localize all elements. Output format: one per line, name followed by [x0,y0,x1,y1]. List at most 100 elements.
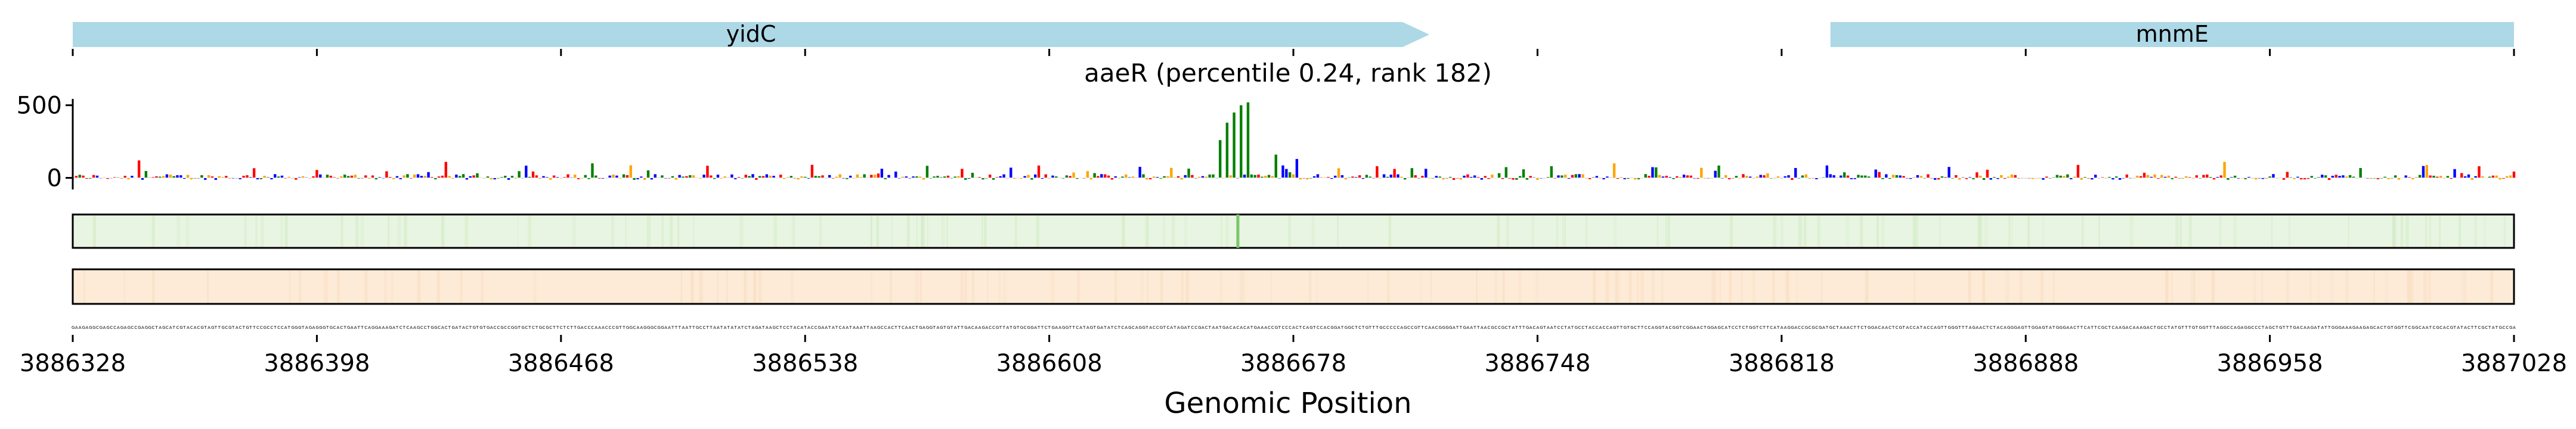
logo-bar [2188,177,2191,178]
sequence-letter: C [2111,325,2114,330]
logo-bar [563,177,566,178]
sequence-letter: T [535,325,538,330]
sequence-letter: G [2143,325,2146,330]
heatmap-track-1-stripe [1773,214,1777,248]
logo-bar [2076,164,2080,178]
gene-track-axis [72,49,2515,56]
logo-bar [141,178,144,180]
sequence-letter: T [2286,325,2289,330]
logo-bar [1644,174,1647,178]
sequence-letter: C [256,325,259,330]
sequence-letter: T [1620,325,1623,330]
sequence-letter: C [1114,325,1117,330]
heatmap-track-2-stripe [2423,269,2426,304]
sequence-letter: A [909,325,912,330]
sequence-letter: A [2296,325,2299,330]
sequence-letter: T [1163,325,1166,330]
heatmap-track-1-stripe [2081,214,2084,248]
logo-bar [1637,178,1640,179]
logo-bar [1114,176,1117,178]
heatmap-track-2-stripe [1820,269,1822,304]
heatmap-track-1-stripe [1846,214,1850,248]
sequence-letter: A [581,325,584,330]
sequence-letter: A [194,325,197,330]
logo-bar [2345,176,2348,178]
logo-bar [423,176,426,178]
logo-bar [1459,178,1462,180]
sequence-letter: G [145,325,148,330]
logo-bar [1850,178,1853,179]
heatmap-track-2-stripe [1076,269,1079,304]
logo-bar [1689,175,1692,178]
heatmap-track-2-stripe [2385,269,2388,304]
logo-bar [357,178,360,179]
logo-bar [915,176,918,178]
sequence-letter: C [1243,325,1246,330]
sequence-letter: G [1128,325,1131,330]
sequence-letter: T [1515,325,1518,330]
logo-bar [1093,173,1096,178]
logo-bar [92,175,95,178]
logo-bar [2463,176,2467,178]
logo-bar [176,175,179,178]
sequence-letter: T [2460,325,2463,330]
sequence-letter: C [1760,325,1763,330]
sequence-letter: A [1550,325,1553,330]
sequence-letter: T [2188,325,2191,330]
sequence-letter: G [2178,325,2181,330]
heatmap-track-2-stripe [1387,269,1390,304]
heatmap-track-2-stripe [391,269,394,304]
sequence-letter: G [658,325,661,330]
sequence-letter: C [1425,325,1428,330]
logo-bar [2108,176,2111,178]
sequence-letter: A [1847,325,1850,330]
logo-bar [880,169,884,178]
sequence-letter: G [100,325,103,330]
sequence-letter: C [2408,325,2411,330]
heatmap-track-1-stripe [819,214,822,248]
logo-bar [1072,172,1075,178]
logo-bar [413,174,416,178]
logo-bar [755,178,758,180]
sequence-letter: C [152,325,155,330]
sequence-letter: A [1107,325,1110,330]
sequence-letter: G [2056,325,2059,330]
logo-bar [2209,177,2212,178]
sequence-letter: G [2035,325,2038,330]
x-tick-label: 3886958 [2217,350,2323,377]
heatmap-track-1-stripe [982,214,983,248]
sequence-letter: A [382,325,385,330]
logo-bar [2195,175,2198,178]
sequence-letter: C [2258,325,2261,330]
sequence-letter: A [1512,325,1515,330]
logo-bar [542,176,545,178]
sequence-letter: C [1351,325,1354,330]
sequence-letter: C [2506,325,2509,330]
sequence-letter: T [733,325,737,330]
heatmap-track-1-stripe [1036,214,1039,248]
sequence-letter: C [881,325,884,330]
logo-bar [1676,176,1679,178]
logo-bar [1948,167,1950,178]
heatmap-track-2-stripe [2019,269,2023,304]
logo-bar [1351,176,1354,178]
logo-bar [1578,174,1581,178]
heatmap-track-2-bg [73,269,2514,304]
heatmap-track-1-stripe [1225,214,1229,248]
sequence-letter: G [1655,325,1658,330]
heatmap-track-2-stripe [1593,269,1596,304]
sequence-letter: A [717,325,720,330]
logo-bar [1763,175,1766,178]
logo-bar [2498,178,2501,180]
logo-bar [1261,176,1264,178]
logo-bar [2191,178,2195,179]
sequence-letter: T [741,325,744,330]
logo-bar [702,175,705,178]
sequence-letter: T [1853,325,1857,330]
logo-bar [287,176,290,178]
sequence-letter: G [389,325,392,330]
logo-bar [1801,175,1804,178]
sequence-letter: A [685,325,688,330]
heatmap-track-2-stripe [1518,269,1522,304]
sequence-letter: G [1062,325,1065,330]
